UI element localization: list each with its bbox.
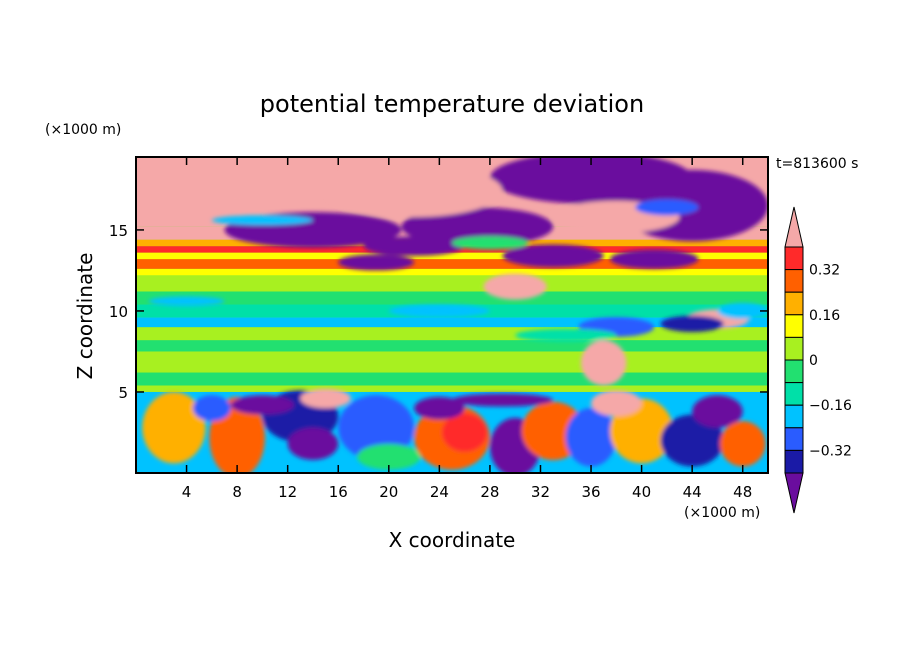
field-blob [325,165,503,217]
x-unit-label: (×1000 m) [684,505,760,521]
field-blob [483,273,547,300]
x-axis: 4 8 12 16 20 24 28 32 36 40 44 48 [182,157,752,501]
field-band [136,291,768,305]
field-blob [338,254,415,271]
field-blob [142,391,206,464]
field-blob [401,207,554,247]
colorbar-swatch [784,427,804,451]
x-axis-label: X coordinate [389,528,516,552]
x-tick-label: 24 [430,483,449,501]
y-axis-label: Z coordinate [73,253,97,380]
x-tick-label: 28 [480,483,499,501]
field-blob [363,236,465,256]
field-blob [287,427,339,461]
field-blob [452,393,554,407]
colorbar-swatch [784,269,804,293]
field-band [136,340,768,352]
y-tick-label: 5 [118,384,128,402]
colorbar-swatch [784,382,804,406]
colorbar-label: −0.32 [809,443,852,459]
colorbar-label: −0.16 [809,398,852,414]
colorbar-swatch [784,336,804,361]
colorbar-swatch [784,404,804,429]
x-tick-label: 40 [632,483,651,501]
plot-frame [135,156,769,474]
y-axis: 5 10 15 [109,222,768,402]
x-tick-label: 8 [232,483,242,501]
field-blob [580,340,627,386]
x-tick-label: 32 [531,483,550,501]
field-blob [357,443,421,470]
x-tick-label: 4 [182,483,192,501]
field-blobs [136,157,768,473]
field-band [136,372,768,386]
y-tick-label: 15 [109,222,128,240]
y-tick-label: 10 [109,303,128,321]
field-blob [230,395,294,415]
field-blob [414,396,465,420]
field-blob [338,395,415,461]
colorbar-label: 0.32 [809,263,840,279]
field-blob [452,236,528,250]
colorbar-top-arrow [784,206,804,248]
field-blob [388,304,490,318]
x-tick-label: 48 [733,483,752,501]
y-unit-label: (×1000 m) [45,122,121,138]
time-label: t=813600 s [776,156,858,172]
field-blob [635,199,699,216]
field-blob [610,249,699,269]
colorbar-swatch [784,246,804,271]
field-band [136,259,768,269]
x-tick-label: 16 [329,483,348,501]
field-blob [591,390,642,417]
field-band [136,252,768,260]
field-blob [441,413,488,452]
field-blob [692,395,743,428]
field-blob [211,215,313,226]
field-blob [136,158,339,204]
field-blob [515,328,617,342]
field-band [136,385,768,392]
colorbar-swatch [784,314,804,338]
field-blob [300,388,351,409]
colorbar-label: 0.16 [809,308,840,324]
field-band [136,317,768,328]
colorbar-swatch [784,359,804,384]
x-tick-label: 12 [278,483,297,501]
colorbar-label: 0 [809,353,818,369]
chart-title: potential temperature deviation [260,90,644,118]
colorbar: 0.32 0.16 0 −0.16 −0.32 [784,206,852,514]
field-blob [148,296,225,307]
colorbar-bottom-arrow [784,472,804,514]
field-band [136,351,768,373]
field-blob [565,408,617,467]
x-tick-label: 44 [683,483,702,501]
field-blob [192,395,231,422]
field-blob [660,315,724,333]
field-blob [719,421,766,467]
colorbar-swatch [784,449,804,474]
field-band [136,268,768,276]
colorbar-swatch [784,291,804,316]
x-tick-label: 20 [379,483,398,501]
field-blob [717,302,768,320]
field-band [136,275,768,292]
field-blob [660,414,724,467]
heatmap-field [136,157,768,473]
x-tick-label: 36 [581,483,600,501]
field-blob [502,244,604,268]
